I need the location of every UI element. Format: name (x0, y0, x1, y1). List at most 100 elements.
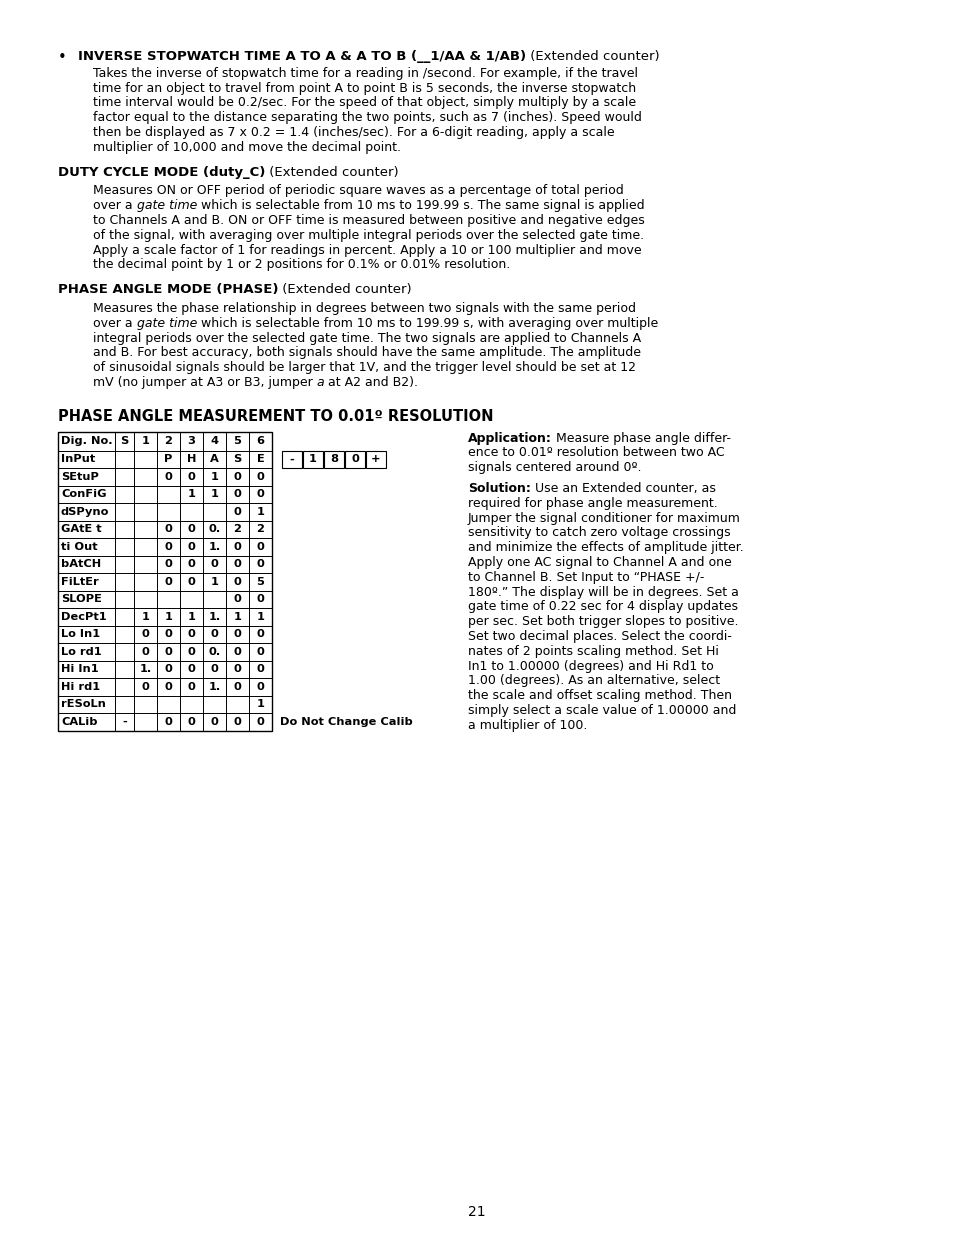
Text: the decimal point by 1 or 2 positions for 0.1% or 0.01% resolution.: the decimal point by 1 or 2 positions fo… (92, 258, 510, 272)
Text: 0: 0 (256, 630, 264, 640)
Text: over a: over a (92, 199, 136, 212)
Text: 1.: 1. (208, 542, 220, 552)
Text: 0: 0 (188, 647, 195, 657)
Bar (366, 451, 386, 468)
Text: Takes the inverse of stopwatch time for a reading in /second. For example, if th: Takes the inverse of stopwatch time for … (92, 67, 638, 80)
Text: (Extended counter): (Extended counter) (265, 165, 398, 179)
Bar (58, 451, 272, 468)
Bar (58, 608, 272, 626)
Text: 0: 0 (233, 489, 241, 499)
Text: 0: 0 (233, 559, 241, 569)
Text: Lo In1: Lo In1 (61, 630, 100, 640)
Text: 0: 0 (233, 664, 241, 674)
Text: 0: 0 (256, 594, 264, 604)
Text: 0: 0 (233, 472, 241, 482)
Text: CALib: CALib (61, 716, 97, 727)
Text: then be displayed as 7 x 0.2 = 1.4 (inches/sec). For a 6-digit reading, apply a : then be displayed as 7 x 0.2 = 1.4 (inch… (92, 126, 614, 140)
Text: a: a (316, 375, 324, 389)
Text: Measure phase angle differ-: Measure phase angle differ- (551, 431, 730, 445)
Text: to Channels A and B. ON or OFF time is measured between positive and negative ed: to Channels A and B. ON or OFF time is m… (92, 214, 644, 227)
Text: 1: 1 (256, 611, 264, 622)
Text: 0: 0 (141, 647, 150, 657)
Text: Use an Extended counter, as: Use an Extended counter, as (530, 482, 715, 495)
Text: 1.: 1. (208, 682, 220, 692)
Text: 0: 0 (141, 682, 150, 692)
Text: 0: 0 (256, 682, 264, 692)
Text: 0: 0 (256, 489, 264, 499)
Text: 0: 0 (188, 716, 195, 727)
Bar (303, 451, 323, 468)
Text: 6: 6 (256, 436, 264, 446)
Text: 5: 5 (233, 436, 241, 446)
Text: 0: 0 (233, 647, 241, 657)
Text: 0: 0 (188, 472, 195, 482)
Text: a multiplier of 100.: a multiplier of 100. (468, 719, 587, 732)
Text: ConFiG: ConFiG (61, 489, 107, 499)
Bar (58, 485, 272, 503)
Text: 0: 0 (256, 664, 264, 674)
Bar (58, 695, 272, 713)
Text: 0: 0 (233, 594, 241, 604)
Text: factor equal to the distance separating the two points, such as 7 (inches). Spee: factor equal to the distance separating … (92, 111, 641, 125)
Text: 0: 0 (233, 506, 241, 517)
Text: nates of 2 points scaling method. Set Hi: nates of 2 points scaling method. Set Hi (468, 645, 719, 658)
Text: of the signal, with averaging over multiple integral periods over the selected g: of the signal, with averaging over multi… (92, 228, 643, 242)
Text: 5: 5 (256, 577, 264, 587)
Text: 1: 1 (256, 506, 264, 517)
Text: PHASE ANGLE MEASUREMENT TO 0.01º RESOLUTION: PHASE ANGLE MEASUREMENT TO 0.01º RESOLUT… (58, 409, 493, 424)
Text: ence to 0.01º resolution between two AC: ence to 0.01º resolution between two AC (468, 446, 724, 459)
Bar (345, 451, 365, 468)
Text: the scale and offset scaling method. Then: the scale and offset scaling method. The… (468, 689, 731, 703)
Text: 1: 1 (309, 454, 316, 464)
Text: to Channel B. Set Input to “PHASE +/-: to Channel B. Set Input to “PHASE +/- (468, 571, 703, 584)
Text: 0: 0 (256, 559, 264, 569)
Text: 0: 0 (164, 472, 172, 482)
Text: gate time: gate time (136, 317, 196, 330)
Text: signals centered around 0º.: signals centered around 0º. (468, 461, 640, 474)
Text: -: - (122, 716, 127, 727)
Text: 0: 0 (233, 630, 241, 640)
Text: required for phase angle measurement.: required for phase angle measurement. (468, 496, 717, 510)
Text: over a: over a (92, 317, 136, 330)
Text: -: - (290, 454, 294, 464)
Text: (Extended counter): (Extended counter) (525, 49, 659, 63)
Text: 1: 1 (211, 472, 218, 482)
Text: 1: 1 (233, 611, 241, 622)
Text: INVERSE STOPWATCH TIME A TO A & A TO B (__1/AA & 1/AB): INVERSE STOPWATCH TIME A TO A & A TO B (… (78, 49, 525, 63)
Text: 0: 0 (233, 577, 241, 587)
Text: 1.00 (degrees). As an alternative, select: 1.00 (degrees). As an alternative, selec… (468, 674, 720, 688)
Bar (58, 713, 272, 731)
Text: 0: 0 (256, 647, 264, 657)
Text: bAtCH: bAtCH (61, 559, 101, 569)
Text: 0: 0 (188, 577, 195, 587)
Bar (282, 451, 302, 468)
Text: ti Out: ti Out (61, 542, 97, 552)
Text: 0: 0 (164, 577, 172, 587)
Text: 1: 1 (141, 436, 150, 446)
Text: 0.: 0. (208, 525, 220, 535)
Text: per sec. Set both trigger slopes to positive.: per sec. Set both trigger slopes to posi… (468, 615, 738, 629)
Text: and minimize the effects of amplitude jitter.: and minimize the effects of amplitude ji… (468, 541, 743, 555)
Text: Measures the phase relationship in degrees between two signals with the same per: Measures the phase relationship in degre… (92, 303, 636, 315)
Text: 0: 0 (164, 525, 172, 535)
Text: 4: 4 (211, 436, 218, 446)
Text: Dig. No.: Dig. No. (61, 436, 112, 446)
Text: 0: 0 (141, 630, 150, 640)
Text: 21: 21 (468, 1205, 485, 1219)
Text: sensitivity to catch zero voltage crossings: sensitivity to catch zero voltage crossi… (468, 526, 730, 540)
Bar (58, 521, 272, 538)
Text: gate time: gate time (136, 199, 196, 212)
Text: A: A (210, 454, 218, 464)
Text: which is selectable from 10 ms to 199.99 s. The same signal is applied: which is selectable from 10 ms to 199.99… (196, 199, 644, 212)
Text: Hi rd1: Hi rd1 (61, 682, 100, 692)
Bar (58, 643, 272, 661)
Text: 1: 1 (211, 577, 218, 587)
Text: 0: 0 (233, 716, 241, 727)
Text: time for an object to travel from point A to point B is 5 seconds, the inverse s: time for an object to travel from point … (92, 82, 636, 95)
Text: Hi In1: Hi In1 (61, 664, 98, 674)
Bar (58, 678, 272, 695)
Text: FiLtEr: FiLtEr (61, 577, 99, 587)
Bar (58, 590, 272, 608)
Text: 0: 0 (164, 630, 172, 640)
Bar (324, 451, 344, 468)
